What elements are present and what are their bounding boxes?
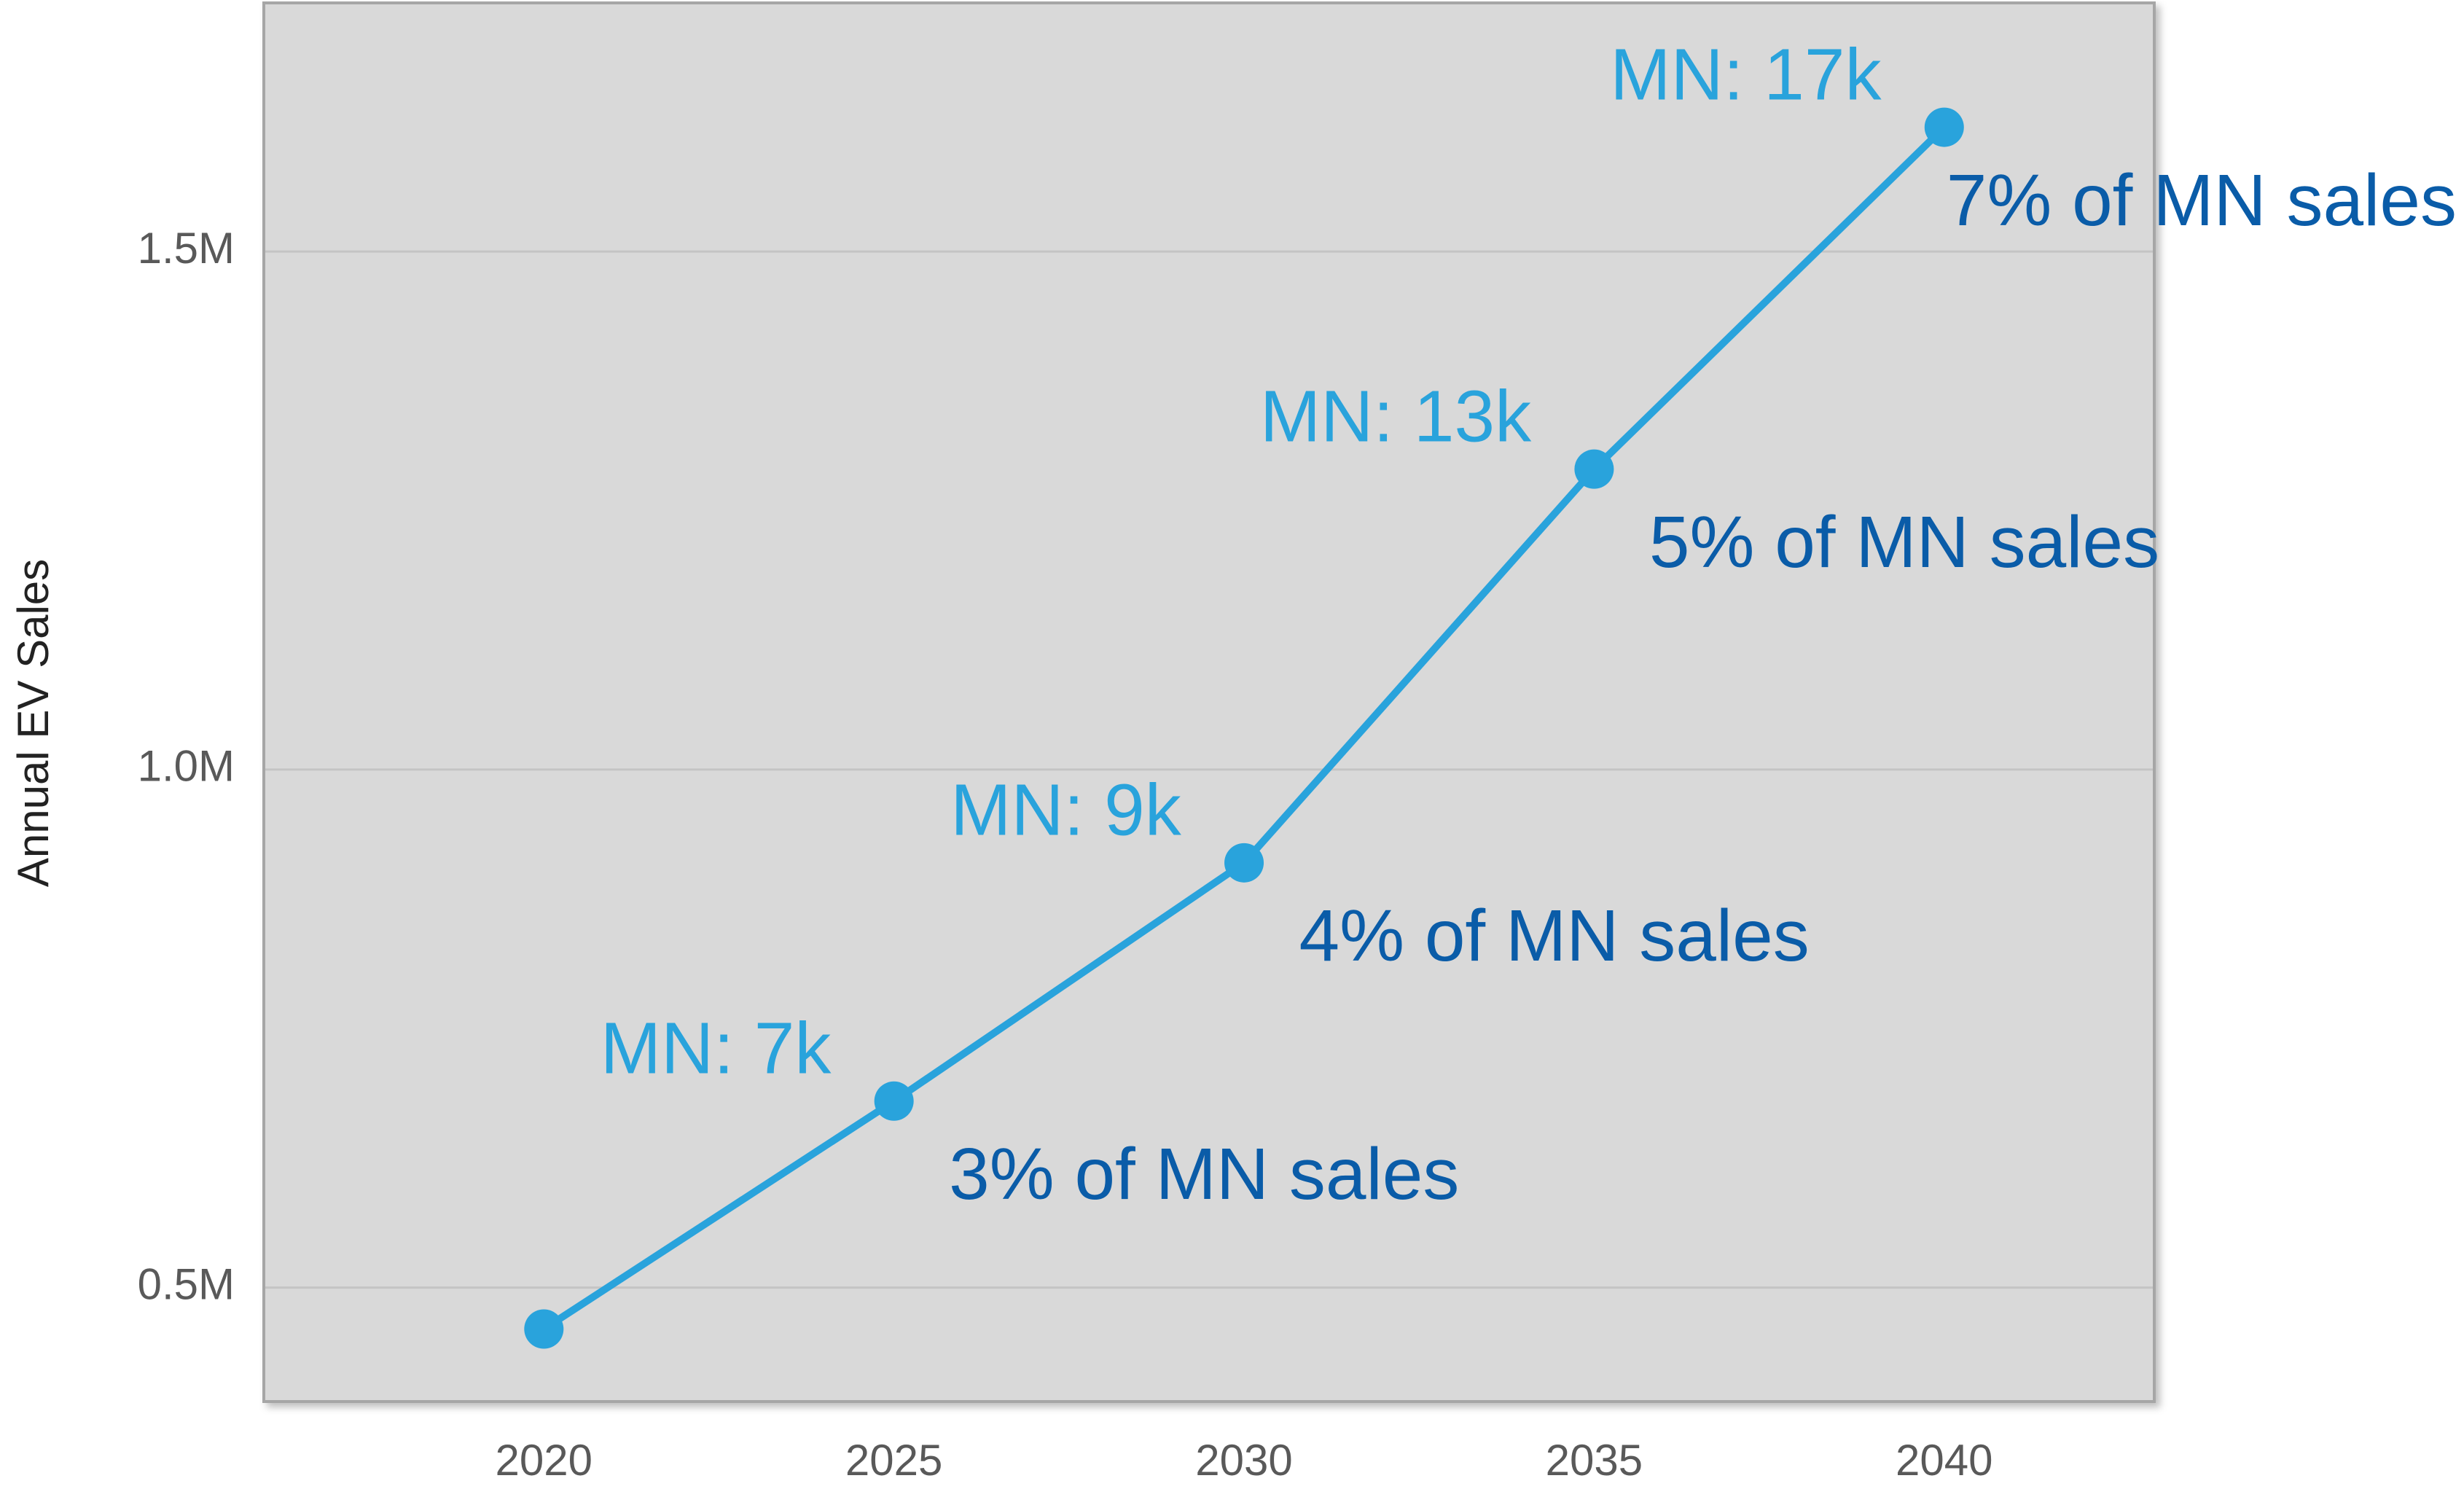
data-point bbox=[1924, 107, 1964, 147]
mn-label: MN: 13k bbox=[1260, 375, 1532, 457]
plot-area bbox=[262, 1, 2156, 1403]
share-label: 3% of MN sales bbox=[949, 1133, 1459, 1215]
data-point bbox=[524, 1309, 564, 1349]
share-label: 4% of MN sales bbox=[1299, 895, 1810, 977]
mn-label: MN: 9k bbox=[950, 770, 1182, 851]
y-axis-label: Annual EV Sales bbox=[9, 559, 58, 887]
x-tick-label: 2020 bbox=[496, 1436, 592, 1485]
mn-label: MN: 7k bbox=[601, 1008, 832, 1090]
y-tick-label: 1.5M bbox=[138, 224, 235, 273]
data-point bbox=[1574, 449, 1614, 489]
data-point bbox=[1224, 843, 1264, 883]
x-tick-label: 2040 bbox=[1896, 1436, 1992, 1485]
data-point bbox=[874, 1081, 914, 1121]
x-tick-label: 2035 bbox=[1546, 1436, 1643, 1485]
y-tick-label: 0.5M bbox=[138, 1259, 235, 1308]
x-tick-label: 2030 bbox=[1195, 1436, 1292, 1485]
share-label: 5% of MN sales bbox=[1649, 501, 2159, 583]
mn-label: MN: 17k bbox=[1610, 34, 1882, 115]
x-tick-label: 2025 bbox=[845, 1436, 942, 1485]
y-tick-label: 1.0M bbox=[138, 742, 235, 791]
share-label: 7% of MN sales bbox=[1947, 160, 2457, 241]
